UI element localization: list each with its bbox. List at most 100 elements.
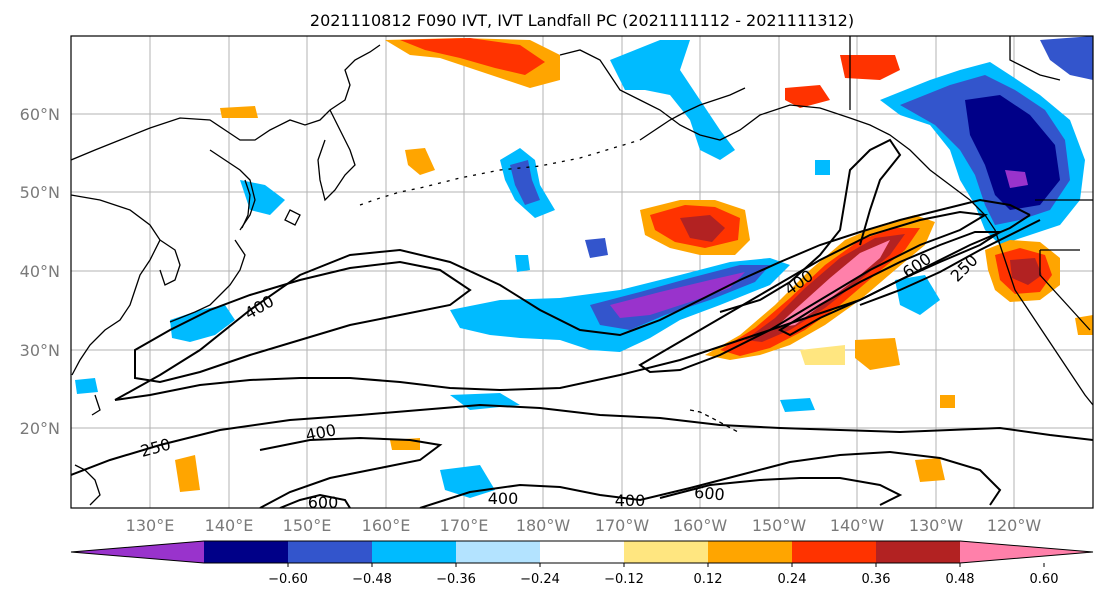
colorbar-segment	[624, 541, 709, 563]
fill-region	[585, 238, 608, 258]
colorbar-segment	[876, 541, 961, 563]
contour-line	[259, 436, 443, 508]
lon-label: 170°W	[595, 516, 650, 535]
contour-line	[134, 260, 472, 384]
contour-line	[114, 198, 1031, 401]
border	[1009, 36, 1061, 81]
fill-region	[75, 378, 98, 394]
lat-label: 20°N	[20, 419, 60, 438]
colorbar-tick-label: −0.48	[352, 572, 392, 587]
colorbar-tick-label: 0.36	[862, 572, 891, 587]
colorbar-tick-label: −0.24	[520, 572, 560, 587]
contour-line	[659, 477, 903, 506]
contour-label: 400	[615, 491, 646, 510]
fill-region	[855, 338, 900, 370]
fill-region	[220, 106, 258, 118]
lon-label: 140°W	[830, 516, 885, 535]
contour-line	[279, 493, 351, 508]
coastline	[284, 209, 301, 226]
fill-region	[240, 180, 285, 215]
negative-anomaly-fills	[75, 36, 1093, 498]
lon-label: 130°W	[909, 516, 964, 535]
lat-label: 40°N	[20, 262, 60, 281]
fill-region	[1040, 36, 1093, 80]
colorbar-segment	[456, 541, 541, 563]
fill-region	[680, 215, 725, 242]
lon-label: 160°E	[362, 516, 411, 535]
colorbar-tick-label: 0.48	[946, 572, 975, 587]
fill-region	[170, 305, 235, 342]
coastline	[241, 179, 251, 229]
coastline	[169, 239, 246, 323]
contour-line	[719, 138, 902, 313]
fill-region	[915, 458, 945, 482]
lon-label: 160°W	[673, 516, 728, 535]
colorbar-extend-max	[960, 541, 1093, 563]
colorbar-segment	[540, 541, 625, 563]
coastline	[71, 194, 161, 376]
fill-region	[510, 160, 540, 205]
fill-region	[895, 275, 940, 315]
contour-label: 600	[693, 483, 725, 505]
fill-region	[175, 455, 200, 492]
lon-label: 170°E	[440, 516, 489, 535]
ivt-contours	[71, 138, 1093, 508]
fill-region	[400, 38, 545, 75]
contour-label: 400	[488, 489, 519, 508]
colorbar-tick-label: −0.12	[604, 572, 644, 587]
colorbar	[70, 540, 1094, 564]
contour-line	[777, 231, 1004, 337]
coastline	[559, 49, 971, 201]
colorbar-tick-label: 0.12	[694, 572, 723, 587]
fill-region	[1005, 170, 1028, 188]
colorbar-segment	[288, 541, 373, 563]
fill-region	[785, 85, 830, 108]
lon-label: 120°W	[987, 516, 1042, 535]
fill-region	[405, 148, 435, 175]
border	[1039, 250, 1091, 331]
colorbar-tick-label: −0.36	[436, 572, 476, 587]
colorbar-segment	[372, 541, 457, 563]
colorbar-segment	[204, 541, 289, 563]
lon-label: 140°E	[205, 516, 254, 535]
contour-label: 600	[308, 493, 339, 512]
coastline	[159, 239, 181, 286]
fill-region	[800, 345, 845, 365]
fill-region	[965, 95, 1060, 210]
fill-region	[815, 160, 830, 175]
lat-label: 50°N	[20, 183, 60, 202]
contour-line	[859, 219, 1041, 306]
map-frame	[70, 35, 1094, 509]
coastline	[91, 394, 101, 416]
coastline	[209, 149, 256, 231]
coastline	[71, 44, 381, 161]
colorbar-labels: −0.60 −0.48 −0.36 −0.24 −0.12 0.12 0.24 0.36 0.4…	[268, 563, 1058, 587]
fill-region	[610, 40, 735, 160]
figure-title: 2021110812 F090 IVT, IVT Landfall PC (20…	[310, 11, 854, 30]
fill-region	[610, 272, 745, 318]
contour-line	[419, 450, 1002, 508]
lat-label: 30°N	[20, 341, 60, 360]
lon-label: 180°W	[516, 516, 571, 535]
lon-label: 150°E	[283, 516, 332, 535]
coastline	[317, 109, 356, 202]
fill-region	[940, 395, 955, 408]
fill-region	[1010, 258, 1042, 285]
latitude-axis: 60°N 50°N 40°N 30°N 20°N	[20, 105, 60, 438]
fill-region	[1075, 315, 1093, 335]
colorbar-segment	[708, 541, 793, 563]
contour-line	[71, 403, 1093, 476]
fill-region	[515, 255, 530, 272]
colorbar-outline	[70, 540, 1094, 564]
colorbar-tick-label: −0.60	[268, 572, 308, 587]
colorbar-segment	[792, 541, 877, 563]
colorbar-tick-label: 0.24	[778, 572, 807, 587]
coastline	[74, 464, 101, 506]
lat-label: 60°N	[20, 105, 60, 124]
positive-anomaly-fills	[175, 38, 1093, 492]
aleutian-islands	[359, 139, 641, 206]
fill-region	[840, 55, 900, 80]
longitude-axis: 130°E 140°E 150°E 160°E 170°E 180°W 170°…	[126, 516, 1042, 535]
